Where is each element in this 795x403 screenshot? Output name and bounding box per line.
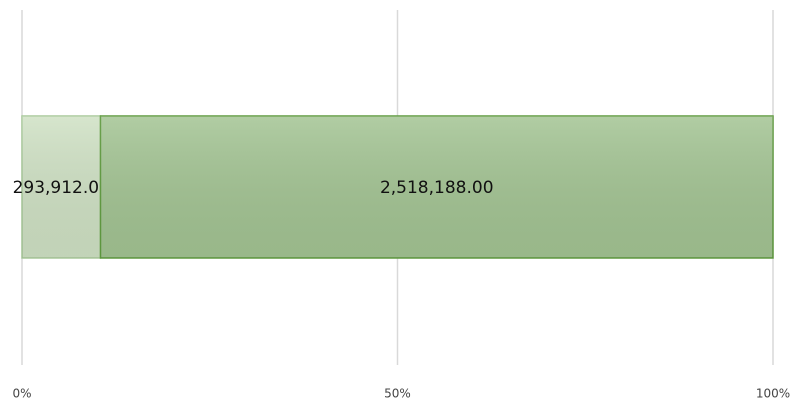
bar-shade: [22, 116, 101, 258]
x-tick-label: 50%: [384, 387, 411, 401]
data-label: 2,518,188.00: [380, 178, 494, 198]
x-tick-label: 100%: [756, 387, 790, 401]
x-tick-label: 0%: [12, 387, 31, 401]
data-label: 293,912.00: [13, 178, 110, 198]
bar-shade: [100, 116, 774, 258]
